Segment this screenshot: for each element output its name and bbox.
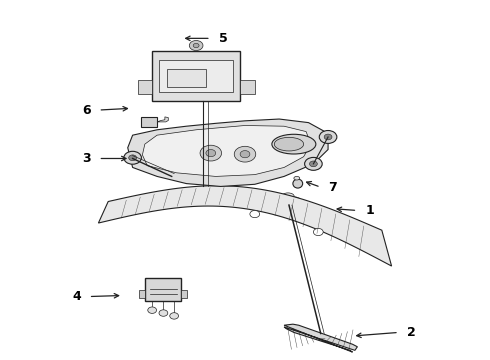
Bar	[167, 69, 206, 87]
Polygon shape	[128, 119, 328, 186]
Ellipse shape	[148, 307, 157, 314]
Text: 5: 5	[219, 32, 227, 45]
Circle shape	[189, 41, 203, 50]
Bar	[159, 60, 233, 92]
Ellipse shape	[274, 137, 304, 151]
Bar	[138, 80, 152, 94]
Circle shape	[234, 146, 256, 162]
Text: 1: 1	[365, 204, 374, 217]
Circle shape	[310, 161, 318, 167]
Bar	[152, 51, 240, 101]
Ellipse shape	[280, 197, 301, 210]
Text: 4: 4	[72, 290, 81, 303]
Ellipse shape	[272, 134, 316, 154]
Circle shape	[240, 150, 250, 158]
Bar	[181, 291, 187, 298]
Circle shape	[305, 157, 322, 170]
Text: 2: 2	[407, 326, 416, 339]
Circle shape	[206, 149, 216, 157]
Text: 6: 6	[82, 104, 91, 117]
Bar	[240, 80, 255, 94]
Ellipse shape	[294, 176, 300, 180]
Text: 3: 3	[82, 152, 91, 165]
Circle shape	[193, 43, 199, 48]
Circle shape	[200, 145, 221, 161]
Circle shape	[319, 131, 337, 143]
Ellipse shape	[159, 310, 168, 316]
Circle shape	[324, 134, 332, 140]
Circle shape	[314, 228, 323, 235]
Ellipse shape	[282, 193, 294, 199]
Bar	[142, 117, 157, 127]
Bar	[145, 278, 181, 301]
Polygon shape	[284, 324, 357, 352]
Bar	[139, 291, 145, 298]
Text: 7: 7	[329, 181, 337, 194]
Ellipse shape	[293, 179, 303, 188]
Circle shape	[250, 211, 260, 218]
Polygon shape	[98, 186, 392, 266]
Polygon shape	[157, 117, 168, 122]
Circle shape	[124, 151, 142, 164]
Ellipse shape	[170, 313, 178, 319]
Polygon shape	[143, 126, 311, 176]
Circle shape	[129, 155, 137, 161]
